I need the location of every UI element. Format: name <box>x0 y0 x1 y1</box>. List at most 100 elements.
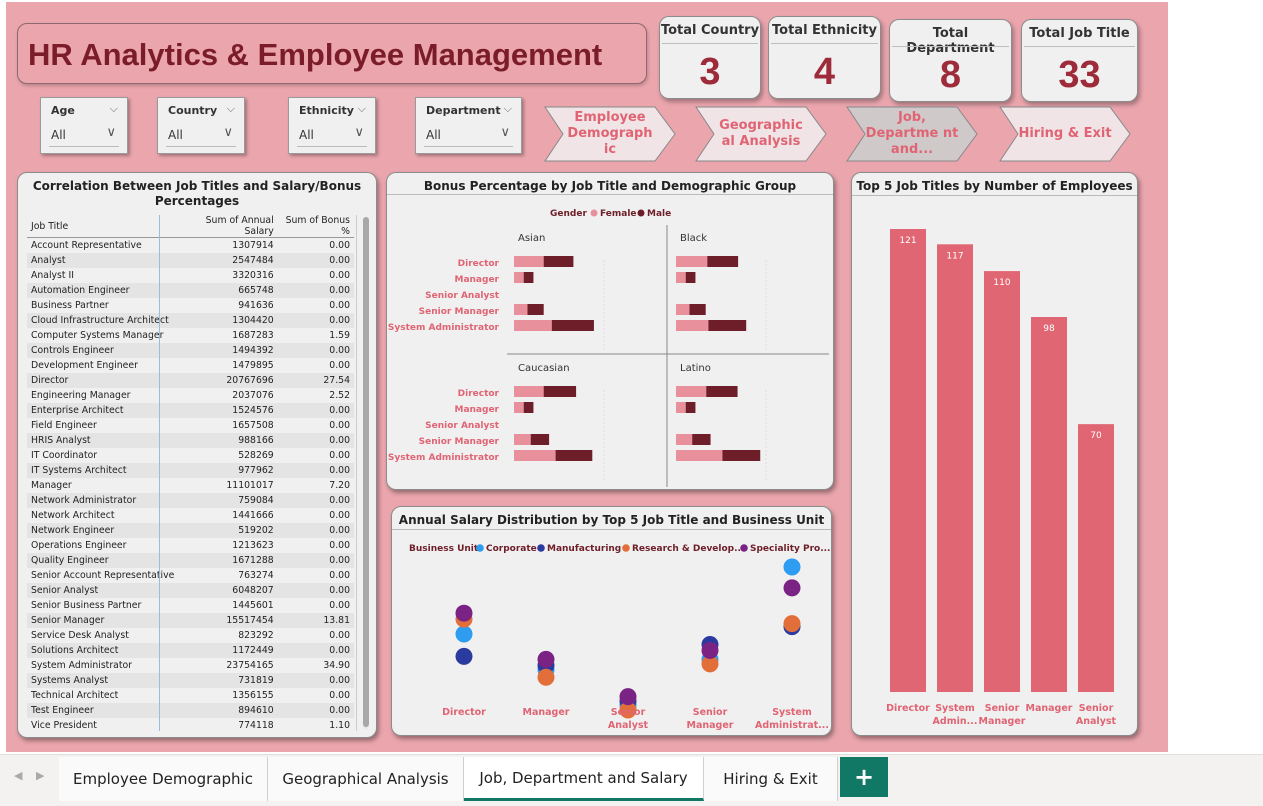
bar-female <box>676 304 690 315</box>
column-header[interactable]: Sum of Bonus % <box>277 215 354 238</box>
job-title-cell: Field Engineer <box>31 419 97 431</box>
salary-cell: 941636 <box>238 299 274 311</box>
correlation-table-body[interactable]: Job Title Sum of Annual Salary Sum of Bo… <box>27 215 357 731</box>
nav-button-label: Geographic al Analysis <box>719 118 803 149</box>
table-row[interactable]: Account Representative 1307914 0.00 <box>27 238 354 253</box>
x-tick-label: Director <box>442 707 486 718</box>
table-row[interactable]: Director 20767696 27.54 <box>27 372 354 388</box>
column-header[interactable]: Job Title <box>27 215 179 238</box>
table-row[interactable]: Business Partner 941636 0.00 <box>27 298 354 313</box>
table-row[interactable]: System Administrator 23754165 34.90 <box>27 658 354 673</box>
table-row[interactable]: Solutions Architect 1172449 0.00 <box>27 642 354 658</box>
table-row[interactable]: Field Engineer 1657508 0.00 <box>27 418 354 433</box>
data-label: 98 <box>1043 324 1055 334</box>
table-row[interactable]: Network Engineer 519202 0.00 <box>27 522 354 538</box>
table-row[interactable]: Senior Business Partner 1445601 0.00 <box>27 598 354 613</box>
salary-cell: 528269 <box>238 449 274 461</box>
bar-female <box>676 320 709 331</box>
dropdown-arrow-icon[interactable]: ∨ <box>500 125 510 140</box>
table-row[interactable]: Enterprise Architect 1524576 0.00 <box>27 402 354 418</box>
table-row[interactable]: Engineering Manager 2037076 2.52 <box>27 388 354 403</box>
bar-female <box>676 272 686 283</box>
slicer-department[interactable]: Department ⌵ All ∨ <box>415 97 522 154</box>
bonus-cell: 1.59 <box>329 329 350 341</box>
nav-button-hiring-exit[interactable]: Hiring & Exit <box>998 105 1132 163</box>
bonus-cell: 0.00 <box>329 359 350 371</box>
nav-button-job-department[interactable]: Job, Departme nt and... <box>845 105 979 163</box>
table-row[interactable]: Operations Engineer 1213623 0.00 <box>27 538 354 553</box>
table-row[interactable]: Vice President 774118 1.10 <box>27 718 354 732</box>
table-row[interactable]: Systems Analyst 731819 0.00 <box>27 672 354 688</box>
table-row[interactable]: Computer Systems Manager 1687283 1.59 <box>27 328 354 343</box>
table-row[interactable]: Senior Manager 15517454 13.81 <box>27 612 354 628</box>
dropdown-arrow-icon[interactable]: ∨ <box>354 125 364 140</box>
category-label: System Administrator <box>388 453 500 463</box>
table-row[interactable]: Analyst 2547484 0.00 <box>27 252 354 268</box>
dropdown-arrow-icon[interactable]: ∨ <box>106 125 116 140</box>
table-row[interactable]: HRIS Analyst 988166 0.00 <box>27 432 354 448</box>
tab-next-icon[interactable]: ▶ <box>36 769 45 782</box>
table-row[interactable]: Manager 11101017 7.20 <box>27 478 354 493</box>
table-row[interactable]: Quality Engineer 1671288 0.00 <box>27 552 354 568</box>
slicer-ethnicity[interactable]: Ethnicity ⌵ All ∨ <box>288 97 376 154</box>
table-row[interactable]: IT Coordinator 528269 0.00 <box>27 448 354 463</box>
table-row[interactable]: Controls Engineer 1494392 0.00 <box>27 342 354 358</box>
kpi-total-department: Total Department 8 <box>889 19 1012 102</box>
category-label: Senior Manager <box>419 437 500 447</box>
bar-male <box>555 450 593 461</box>
slicer-value: All <box>168 128 183 142</box>
job-title-cell: Senior Business Partner <box>31 599 142 611</box>
table-row[interactable]: Service Desk Analyst 823292 0.00 <box>27 628 354 643</box>
table-row[interactable]: Network Architect 1441666 0.00 <box>27 508 354 523</box>
tab-job-department-salary[interactable]: Job, Department and Salary <box>464 757 704 801</box>
scrollbar-thumb[interactable] <box>363 217 369 727</box>
tab-geographical-analysis[interactable]: Geographical Analysis <box>268 757 464 801</box>
bar-female <box>514 386 544 397</box>
slicer-country[interactable]: Country ⌵ All ∨ <box>157 97 245 154</box>
table-row[interactable]: Cloud Infrastructure Architect 1304420 0.0… <box>27 312 354 328</box>
bonus-cell: 0.00 <box>277 702 354 718</box>
slicer-age[interactable]: Age ⌵ All ∨ <box>40 97 128 154</box>
table-row[interactable]: Technical Architect 1356155 0.00 <box>27 688 354 703</box>
table-row[interactable]: Analyst II 3320316 0.00 <box>27 268 354 283</box>
category-label: Manager <box>455 405 500 415</box>
table-row[interactable]: Senior Analyst 6048207 0.00 <box>27 582 354 598</box>
chevron-down-icon[interactable]: ⌵ <box>226 102 235 115</box>
bar-female <box>676 256 708 267</box>
table-row[interactable]: Development Engineer 1479895 0.00 <box>27 358 354 373</box>
table-row[interactable]: Automation Engineer 665748 0.00 <box>27 282 354 298</box>
scrollbar-track[interactable] <box>363 217 369 729</box>
series-speciality-pro- <box>455 579 801 706</box>
table-row[interactable]: Senior Account Representative 763274 0.00 <box>27 568 354 583</box>
bonus-cell: 0.00 <box>277 342 354 358</box>
tab-prev-icon[interactable]: ◀ <box>14 769 23 782</box>
chevron-down-icon[interactable]: ⌵ <box>109 102 118 115</box>
legend-marker <box>637 209 645 217</box>
chevron-down-icon[interactable]: ⌵ <box>357 102 366 115</box>
panel-asian: Asian Director Manager Senior Analyst Senior… <box>388 233 605 352</box>
table-row[interactable]: IT Systems Architect 977962 0.00 <box>27 462 354 478</box>
scatter-point <box>455 625 473 643</box>
tab-employee-demographic[interactable]: Employee Demographic <box>59 757 268 801</box>
salary-cell: 977962 <box>178 462 278 478</box>
table-row[interactable]: Test Engineer 894610 0.00 <box>27 702 354 718</box>
scatter-point <box>455 647 473 665</box>
nav-button-employee-demographic[interactable]: Employee Demograph ic <box>543 105 677 163</box>
column-header[interactable]: Sum of Annual Salary <box>178 215 278 238</box>
dropdown-arrow-icon[interactable]: ∨ <box>223 125 233 140</box>
category-label: Senior Manager <box>419 307 500 317</box>
top-jobs-title: Top 5 Job Titles by Number of Employees <box>856 179 1133 193</box>
x-tick-label: Manager <box>523 707 570 718</box>
salary-cell: 988166 <box>178 432 278 448</box>
table-row[interactable]: Network Administrator 759084 0.00 <box>27 492 354 508</box>
salary-cell: 1494392 <box>178 342 278 358</box>
nav-button-label: Hiring & Exit <box>1018 126 1112 141</box>
add-page-button[interactable]: + <box>840 757 888 797</box>
data-label: 121 <box>899 236 916 246</box>
nav-button-geographical-analysis[interactable]: Geographic al Analysis <box>694 105 828 163</box>
chevron-down-icon[interactable]: ⌵ <box>503 102 512 115</box>
bar-male <box>722 450 761 461</box>
job-title-cell: Network Architect <box>31 509 115 521</box>
tab-hiring-exit[interactable]: Hiring & Exit <box>704 757 838 801</box>
top-jobs-chart: 121 Director 117 System Admin... 110 Senior Man… <box>886 229 1117 727</box>
